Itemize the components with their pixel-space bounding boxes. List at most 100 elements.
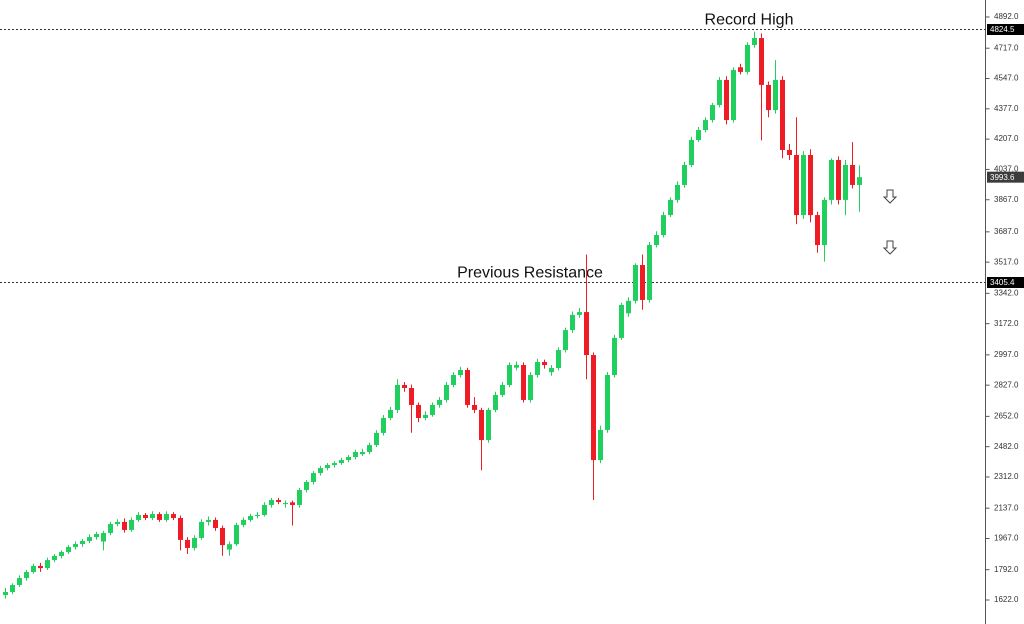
candle-body xyxy=(822,199,827,246)
candle-body xyxy=(696,130,701,141)
candle-body xyxy=(388,409,393,418)
candle-body xyxy=(535,361,540,376)
candle-body xyxy=(549,368,554,373)
y-tick-label: 1967.0 xyxy=(994,534,1019,543)
y-tick-label: 1622.0 xyxy=(994,595,1019,604)
level-tag xyxy=(987,24,1024,35)
candle-body xyxy=(500,384,505,395)
candle-body xyxy=(297,489,302,505)
y-tick-label: 1792.0 xyxy=(994,565,1019,574)
level-tag xyxy=(987,277,1024,288)
candle-body xyxy=(668,199,673,216)
candle-body xyxy=(479,409,484,441)
last-price-label: 3993.6 xyxy=(990,173,1015,182)
candle-body xyxy=(717,79,722,106)
candle-body xyxy=(689,140,694,165)
level-annotation: Record High xyxy=(705,12,794,29)
down-arrow-icon xyxy=(882,189,898,204)
candle-body xyxy=(381,417,386,433)
candle-body xyxy=(619,304,624,338)
candle-body xyxy=(115,521,120,525)
candle-body xyxy=(402,384,407,389)
candle-body xyxy=(556,350,561,369)
candle-body xyxy=(444,384,449,400)
candle-body xyxy=(3,591,8,596)
last-price-tag xyxy=(987,171,1024,183)
candle-body xyxy=(143,514,148,518)
candle-body xyxy=(773,79,778,111)
candle-body xyxy=(31,565,36,573)
y-tick-label: 2312.0 xyxy=(994,472,1019,481)
y-tick-label: 4037.0 xyxy=(994,165,1019,174)
candle-body xyxy=(206,519,211,522)
candle-body xyxy=(213,519,218,528)
candle-body xyxy=(10,585,15,592)
candle-body xyxy=(311,473,316,482)
candle-body xyxy=(409,388,414,405)
candle-body xyxy=(136,514,141,520)
candle-body xyxy=(346,457,351,461)
candle-body xyxy=(682,164,687,185)
candle-body xyxy=(325,465,330,469)
levels-layer: Record High Previous Resistance xyxy=(0,12,986,283)
candle-body xyxy=(493,394,498,410)
candle-body xyxy=(829,159,834,200)
candle-body xyxy=(605,375,610,430)
candle-body xyxy=(332,463,337,466)
y-tick-label: 2997.0 xyxy=(994,350,1019,359)
y-tick-label: 2482.0 xyxy=(994,442,1019,451)
candle-body xyxy=(101,532,106,542)
candle-body xyxy=(220,527,225,546)
candle-body xyxy=(451,375,456,385)
y-tick-label: 2652.0 xyxy=(994,411,1019,420)
candle-body xyxy=(437,399,442,405)
candle-body xyxy=(626,300,631,314)
candle-body xyxy=(570,314,575,331)
candle-body xyxy=(857,177,862,185)
y-tick-label: 3867.0 xyxy=(994,195,1019,204)
y-tick-label: 4892.0 xyxy=(994,12,1019,21)
candle-body xyxy=(276,499,281,502)
candle-body xyxy=(724,79,729,121)
candle-body xyxy=(304,481,309,490)
down-arrow-icon xyxy=(882,240,898,255)
candle-body xyxy=(17,578,22,586)
candle-body xyxy=(45,560,50,569)
candle-body xyxy=(507,365,512,385)
candle-body xyxy=(367,445,372,453)
y-tick-label: 2137.0 xyxy=(994,503,1019,512)
candle-body xyxy=(591,355,596,461)
candle-body xyxy=(157,514,162,520)
candle-body xyxy=(815,215,820,246)
candle-body xyxy=(486,409,491,441)
candles-layer xyxy=(3,31,862,599)
candle-body xyxy=(52,555,57,561)
y-tick-label: 4207.0 xyxy=(994,134,1019,143)
candle-body xyxy=(843,164,848,200)
candle-body xyxy=(731,69,736,121)
candle-body xyxy=(654,235,659,246)
y-tick-label: 3687.0 xyxy=(994,227,1019,236)
candle-body xyxy=(185,539,190,548)
candle-body xyxy=(199,521,204,538)
candle-body xyxy=(38,565,43,569)
candle-body xyxy=(262,504,267,515)
candle-body xyxy=(514,365,519,368)
candle-body xyxy=(129,519,134,530)
candle-body xyxy=(66,547,71,553)
candle-body xyxy=(598,429,603,461)
candle-body xyxy=(122,521,127,530)
candle-body xyxy=(80,540,85,545)
candle-body xyxy=(59,552,64,556)
candle-body xyxy=(171,514,176,518)
y-tick-label: 4377.0 xyxy=(994,104,1019,113)
candle-body xyxy=(24,572,29,579)
candle-body xyxy=(640,264,645,300)
candle-body xyxy=(423,414,428,418)
candle-body xyxy=(703,120,708,131)
candle-body xyxy=(850,164,855,185)
candle-body xyxy=(94,534,99,538)
candle-body xyxy=(430,404,435,415)
